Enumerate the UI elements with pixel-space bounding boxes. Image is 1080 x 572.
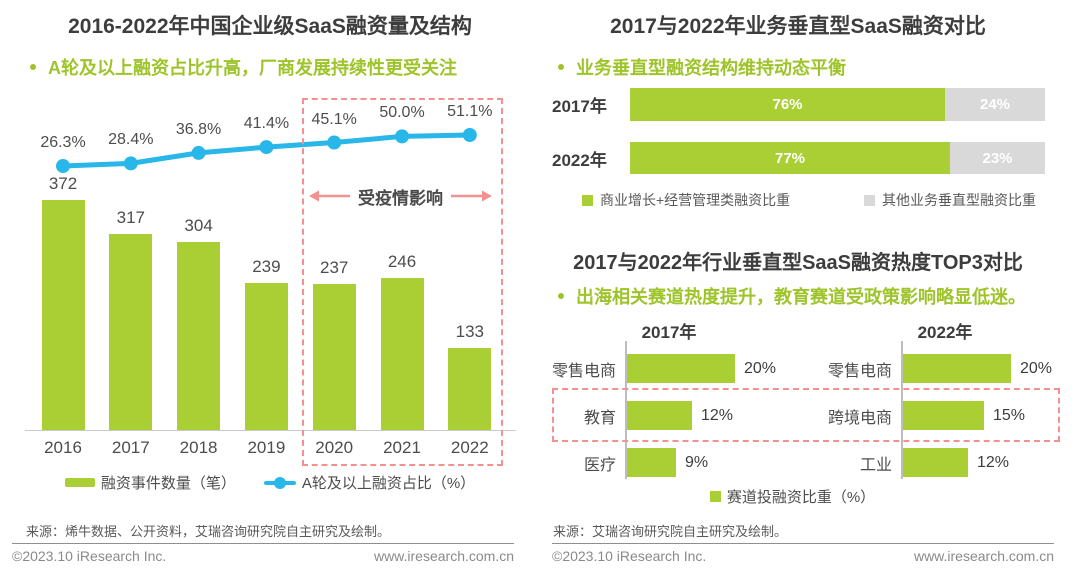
right-bottom-subtitle-text: 出海相关赛道热度提升，教育赛道受政策影响略显低迷。 — [576, 287, 1026, 307]
stacked-segment-gray: 24% — [945, 88, 1045, 121]
stacked-segment-gray: 23% — [950, 142, 1045, 174]
bar-工业 — [903, 448, 968, 477]
legend-item-gray: 其他业务垂直型融资比重 — [864, 190, 1036, 210]
line-value-label: 36.8% — [175, 121, 222, 138]
bar-value-label: 9% — [685, 453, 709, 471]
category-label: 工业 — [859, 456, 892, 474]
bar-零售电商 — [903, 354, 1011, 383]
bar-value-label: 317 — [116, 208, 145, 227]
group-header: 2017年 — [641, 323, 697, 342]
legend-gray-label: 其他业务垂直型融资比重 — [882, 192, 1036, 208]
copyright-text: ©2023.10 iResearch Inc. — [552, 548, 707, 564]
bar-零售电商 — [627, 354, 735, 383]
left-chart-subtitle: A轮及以上融资占比升高，厂商发展持续性更受关注 — [30, 54, 457, 80]
left-source-note: 来源：烯牛数据、公开资料，艾瑞咨询研究院自主研究及绘制。 — [26, 524, 391, 539]
line-dot-swatch-icon — [263, 476, 296, 490]
website-text: www.iresearch.com.cn — [373, 548, 514, 564]
x-axis-line — [25, 430, 516, 431]
green-square-icon — [582, 194, 593, 206]
x-axis-label: 2017 — [111, 438, 150, 457]
x-axis-label: 2016 — [44, 438, 82, 457]
bullet-icon — [558, 293, 564, 299]
line-point — [191, 145, 206, 160]
legend-line-label: A轮及以上融资占比（%） — [301, 475, 476, 492]
bar-value-label: 239 — [252, 257, 281, 276]
bar-value-label: 20% — [1020, 359, 1053, 377]
bar-value-label: 304 — [184, 216, 213, 235]
stacked-row-label: 2022年 — [552, 150, 607, 170]
gray-square-icon — [864, 194, 875, 206]
bar-2018 — [177, 242, 221, 430]
bar-2016 — [41, 200, 85, 430]
covid-annotation: 受疫情影响 — [302, 184, 499, 208]
legend-item-track: 赛道投融资比重（%） — [709, 486, 876, 507]
legend-green-label: 商业增长+经营管理类融资比重 — [600, 192, 791, 208]
left-footer: ©2023.10 iResearch Inc. www.iresearch.co… — [12, 548, 514, 564]
right-bottom-legend: 赛道投融资比重（%） — [540, 486, 1045, 507]
category-label: 零售电商 — [551, 362, 616, 380]
right-source-note: 来源：艾瑞咨询研究院自主研究及绘制。 — [553, 524, 788, 539]
left-chart-legend: 融资事件数量（笔） A轮及以上融资占比（%） — [0, 472, 540, 493]
stacked-segment-green: 76% — [630, 88, 945, 121]
arrow-right-icon — [451, 190, 492, 202]
line-value-label: 41.4% — [243, 115, 290, 132]
legend-track-label: 赛道投融资比重（%） — [726, 489, 876, 506]
right-top-subtitle-text: 业务垂直型融资结构维持动态平衡 — [576, 58, 846, 78]
covid-highlight-box — [302, 98, 503, 466]
arrow-left-icon — [309, 190, 350, 202]
bar-value-label: 12% — [977, 453, 1010, 471]
right-footer: ©2023.10 iResearch Inc. www.iresearch.co… — [552, 548, 1054, 564]
right-bottom-subtitle: 出海相关赛道热度提升，教育赛道受政策影响略显低迷。 — [558, 283, 1026, 309]
stacked-row-label: 2017年 — [552, 97, 607, 116]
left-chart-title: 2016-2022年中国企业级SaaS融资量及结构 — [68, 15, 472, 38]
right-bottom-title: 2017与2022年行业垂直型SaaS融资热度TOP3对比 — [573, 252, 1023, 274]
x-axis-label: 2018 — [179, 438, 218, 457]
bullet-icon — [558, 64, 564, 70]
right-top-title: 2017与2022年业务垂直型SaaS融资对比 — [610, 15, 986, 38]
bar-swatch-icon — [64, 478, 95, 487]
group-header: 2022年 — [917, 323, 973, 342]
line-value-label: 26.3% — [40, 134, 86, 151]
category-label: 零售电商 — [827, 362, 892, 380]
stacked-bar-row: 76% 24% — [630, 88, 1045, 121]
bar-value-label: 372 — [48, 174, 78, 193]
bar-value-label: 20% — [744, 359, 777, 377]
green-square-icon — [709, 491, 721, 502]
legend-item-line: A轮及以上融资占比（%） — [263, 472, 476, 493]
left-footer-divider — [12, 543, 514, 544]
bar-医疗 — [627, 448, 676, 477]
line-point — [56, 159, 70, 173]
x-axis-label: 2019 — [247, 438, 286, 457]
line-value-label: 28.4% — [108, 131, 154, 148]
legend-bar-label: 融资事件数量（笔） — [100, 475, 236, 492]
legend-item-green: 商业增长+经营管理类融资比重 — [582, 190, 790, 210]
legend-item-bars: 融资事件数量（笔） — [64, 472, 236, 493]
right-top-subtitle: 业务垂直型融资结构维持动态平衡 — [558, 54, 846, 80]
copyright-text: ©2023.10 iResearch Inc. — [12, 548, 167, 564]
right-footer-divider — [552, 543, 1054, 544]
stacked-segment-green: 77% — [630, 142, 950, 174]
bar-2017 — [109, 234, 153, 430]
stacked-bar-row: 77% 23% — [630, 142, 1045, 174]
rank2-highlight-box — [552, 388, 1060, 442]
left-chart-subtitle-text: A轮及以上融资占比升高，厂商发展持续性更受关注 — [48, 58, 457, 78]
line-point — [123, 156, 138, 171]
line-point — [259, 140, 274, 155]
bullet-icon — [30, 64, 36, 70]
covid-annotation-text: 受疫情影响 — [358, 188, 443, 208]
website-text: www.iresearch.com.cn — [913, 548, 1054, 564]
bar-2019 — [244, 283, 288, 430]
